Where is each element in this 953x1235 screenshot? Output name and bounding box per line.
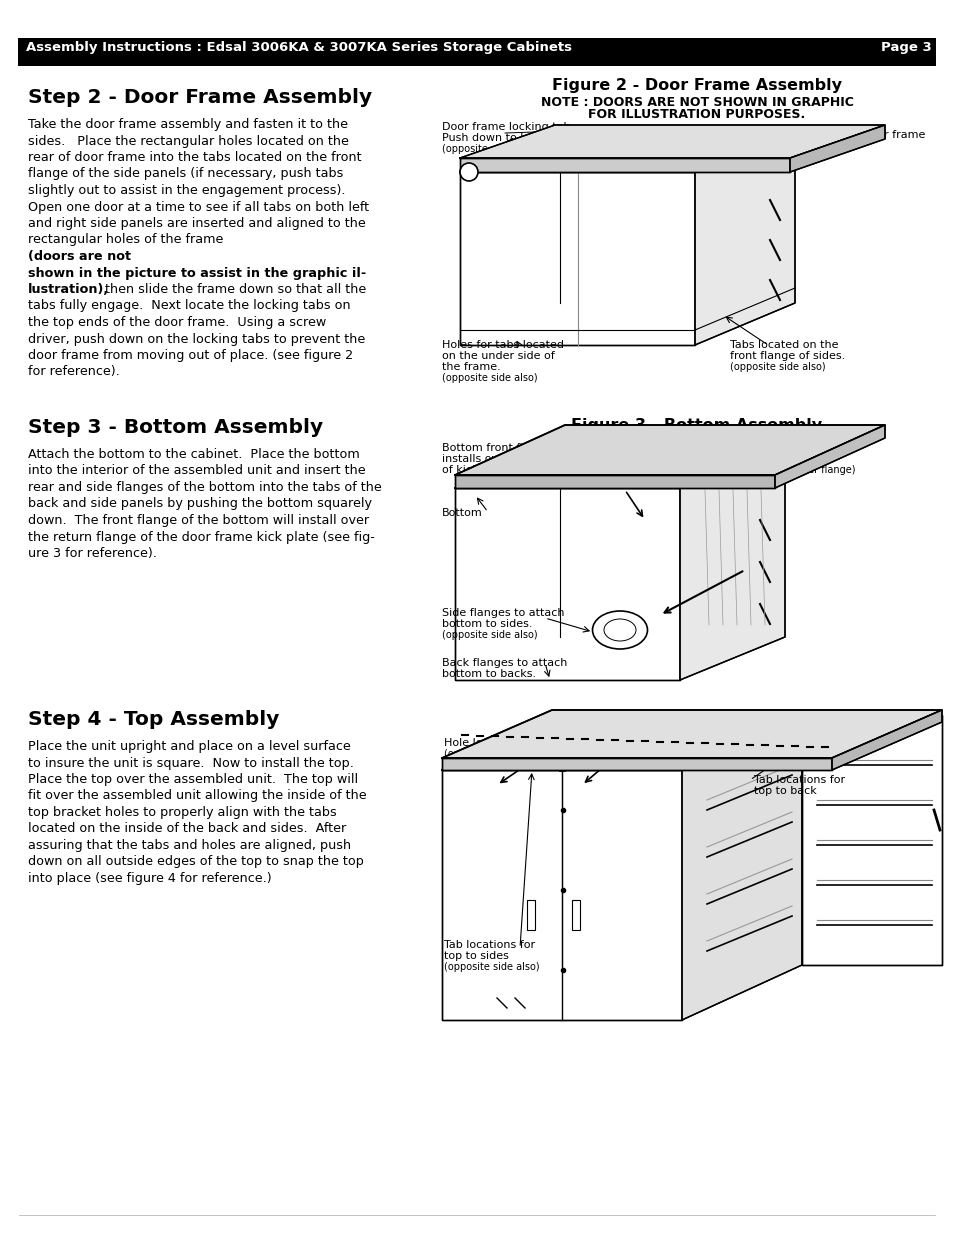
Text: fit over the assembled unit allowing the inside of the: fit over the assembled unit allowing the… xyxy=(28,789,366,803)
Text: Figure 3 - Bottom Assembly: Figure 3 - Bottom Assembly xyxy=(571,417,821,433)
Text: Top: Top xyxy=(868,730,886,740)
Polygon shape xyxy=(455,488,679,680)
Text: door frame from moving out of place. (see figure 2: door frame from moving out of place. (se… xyxy=(28,350,353,362)
Text: Push down to lock.: Push down to lock. xyxy=(441,133,546,143)
Text: into place (see figure 4 for reference.): into place (see figure 4 for reference.) xyxy=(28,872,272,885)
Text: on the under side of: on the under side of xyxy=(441,351,554,361)
Text: Step 4 - Top Assembly: Step 4 - Top Assembly xyxy=(28,710,279,729)
Text: tabs fully engage.  Next locate the locking tabs on: tabs fully engage. Next locate the locki… xyxy=(28,300,351,312)
FancyBboxPatch shape xyxy=(18,38,935,65)
Text: (opposite side also): (opposite side also) xyxy=(443,962,539,972)
Polygon shape xyxy=(455,475,774,488)
Text: FOR ILLUSTRATION PURPOSES.: FOR ILLUSTRATION PURPOSES. xyxy=(588,107,804,121)
Polygon shape xyxy=(695,130,794,345)
Text: (opposite side also): (opposite side also) xyxy=(729,362,824,372)
Text: Attach the bottom to the cabinet.  Place the bottom: Attach the bottom to the cabinet. Place … xyxy=(28,448,359,461)
Polygon shape xyxy=(459,125,884,158)
Text: the return flange of the door frame kick plate (see fig-: the return flange of the door frame kick… xyxy=(28,531,375,543)
Text: Hole locations for top to unit.: Hole locations for top to unit. xyxy=(443,739,606,748)
Text: rectangular holes of the frame: rectangular holes of the frame xyxy=(28,233,227,247)
Text: Back flanges to attach: Back flanges to attach xyxy=(441,658,567,668)
Text: bottom to backs.: bottom to backs. xyxy=(441,669,536,679)
Polygon shape xyxy=(459,130,794,172)
Text: (Bottom installs over flange): (Bottom installs over flange) xyxy=(716,466,855,475)
Text: Tab locations for: Tab locations for xyxy=(443,940,535,950)
Text: Assembly Instructions : Edsal 3006KA & 3007KA Series Storage Cabinets: Assembly Instructions : Edsal 3006KA & 3… xyxy=(26,41,572,54)
Polygon shape xyxy=(455,425,884,475)
Text: Page 3: Page 3 xyxy=(881,41,931,54)
Text: ure 3 for reference).: ure 3 for reference). xyxy=(28,547,156,559)
Text: rear and side flanges of the bottom into the tabs of the: rear and side flanges of the bottom into… xyxy=(28,480,381,494)
Circle shape xyxy=(459,163,477,182)
Text: top to back: top to back xyxy=(753,785,816,797)
Text: Place the top over the assembled unit.  The top will: Place the top over the assembled unit. T… xyxy=(28,773,357,785)
Text: Side flanges to attach: Side flanges to attach xyxy=(441,608,564,618)
Text: down.  The front flange of the bottom will install over: down. The front flange of the bottom wil… xyxy=(28,514,369,527)
Polygon shape xyxy=(774,425,884,488)
Text: located on the inside of the back and sides.  After: located on the inside of the back and si… xyxy=(28,823,346,836)
Polygon shape xyxy=(441,769,681,1020)
Text: into the interior of the assembled unit and insert the: into the interior of the assembled unit … xyxy=(28,464,365,478)
Text: Step 3 - Bottom Assembly: Step 3 - Bottom Assembly xyxy=(28,417,323,437)
Text: flange of the side panels (if necessary, push tabs: flange of the side panels (if necessary,… xyxy=(28,168,343,180)
Text: (opposite side also): (opposite side also) xyxy=(441,630,537,640)
Text: to insure the unit is square.  Now to install the top.: to insure the unit is square. Now to ins… xyxy=(28,757,354,769)
Polygon shape xyxy=(441,758,831,769)
Text: shown in the picture to assist in the graphic il-: shown in the picture to assist in the gr… xyxy=(28,267,366,279)
Text: top to sides: top to sides xyxy=(443,951,508,961)
Text: Bottom: Bottom xyxy=(441,508,482,517)
Text: (opposite side & back also): (opposite side & back also) xyxy=(443,748,577,760)
Text: Door frame kick: Door frame kick xyxy=(716,443,804,453)
Text: back and side panels by pushing the bottom squarely: back and side panels by pushing the bott… xyxy=(28,498,372,510)
Text: NOTE : DOORS ARE NOT SHOWN IN GRAPHIC: NOTE : DOORS ARE NOT SHOWN IN GRAPHIC xyxy=(540,96,853,109)
Text: Bottom front flange: Bottom front flange xyxy=(441,443,551,453)
Text: Place the unit upright and place on a level surface: Place the unit upright and place on a le… xyxy=(28,740,351,753)
Text: Take the door frame assembly and fasten it to the: Take the door frame assembly and fasten … xyxy=(28,119,348,131)
Text: sides.   Place the rectangular holes located on the: sides. Place the rectangular holes locat… xyxy=(28,135,349,147)
Polygon shape xyxy=(459,172,695,345)
Bar xyxy=(572,900,579,930)
Text: the top ends of the door frame.  Using a screw: the top ends of the door frame. Using a … xyxy=(28,316,326,329)
Text: Tab locations for: Tab locations for xyxy=(753,776,844,785)
Text: for reference).: for reference). xyxy=(28,366,120,378)
Text: and right side panels are inserted and aligned to the: and right side panels are inserted and a… xyxy=(28,217,365,230)
Text: rear of door frame into the tabs located on the front: rear of door frame into the tabs located… xyxy=(28,151,361,164)
Polygon shape xyxy=(441,715,801,769)
Text: Figure 2 - Door Frame Assembly: Figure 2 - Door Frame Assembly xyxy=(552,78,841,93)
Text: Open one door at a time to see if all tabs on both left: Open one door at a time to see if all ta… xyxy=(28,200,369,214)
Bar xyxy=(526,900,535,930)
Ellipse shape xyxy=(592,611,647,650)
Text: of kick plate.: of kick plate. xyxy=(441,466,514,475)
Ellipse shape xyxy=(603,619,636,641)
Text: Step 2 - Door Frame Assembly: Step 2 - Door Frame Assembly xyxy=(28,88,372,107)
Text: lustration),: lustration), xyxy=(28,283,109,296)
Polygon shape xyxy=(679,445,784,680)
Polygon shape xyxy=(789,125,884,172)
Text: then slide the frame down so that all the: then slide the frame down so that all th… xyxy=(101,283,366,296)
Text: front flange of sides.: front flange of sides. xyxy=(729,351,844,361)
Polygon shape xyxy=(801,715,941,965)
Text: top bracket holes to properly align with the tabs: top bracket holes to properly align with… xyxy=(28,806,336,819)
Text: (opposite side also): (opposite side also) xyxy=(441,373,537,383)
Text: Holes for tabs located: Holes for tabs located xyxy=(441,340,563,350)
Polygon shape xyxy=(441,710,941,758)
Text: bottom to sides.: bottom to sides. xyxy=(441,619,532,629)
Text: slightly out to assist in the engagement process).: slightly out to assist in the engagement… xyxy=(28,184,345,198)
Text: plate flange.: plate flange. xyxy=(716,454,785,464)
Polygon shape xyxy=(455,445,784,488)
Polygon shape xyxy=(459,158,789,172)
Text: Tabs located on the: Tabs located on the xyxy=(729,340,838,350)
Text: driver, push down on the locking tabs to prevent the: driver, push down on the locking tabs to… xyxy=(28,332,365,346)
Polygon shape xyxy=(681,715,801,1020)
Text: (doors are not: (doors are not xyxy=(28,249,131,263)
Text: the frame.: the frame. xyxy=(441,362,500,372)
Polygon shape xyxy=(831,710,941,769)
Text: installs over flange: installs over flange xyxy=(441,454,548,464)
Text: (opposite side also): (opposite side also) xyxy=(441,144,537,154)
Text: assuring that the tabs and holes are aligned, push: assuring that the tabs and holes are ali… xyxy=(28,839,351,852)
Text: Door frame locking tab.: Door frame locking tab. xyxy=(441,122,574,132)
Text: Figure 4 - Top Assembly: Figure 4 - Top Assembly xyxy=(588,710,804,725)
Text: down on all outside edges of the top to snap the top: down on all outside edges of the top to … xyxy=(28,856,363,868)
Text: Door frame: Door frame xyxy=(862,130,924,140)
